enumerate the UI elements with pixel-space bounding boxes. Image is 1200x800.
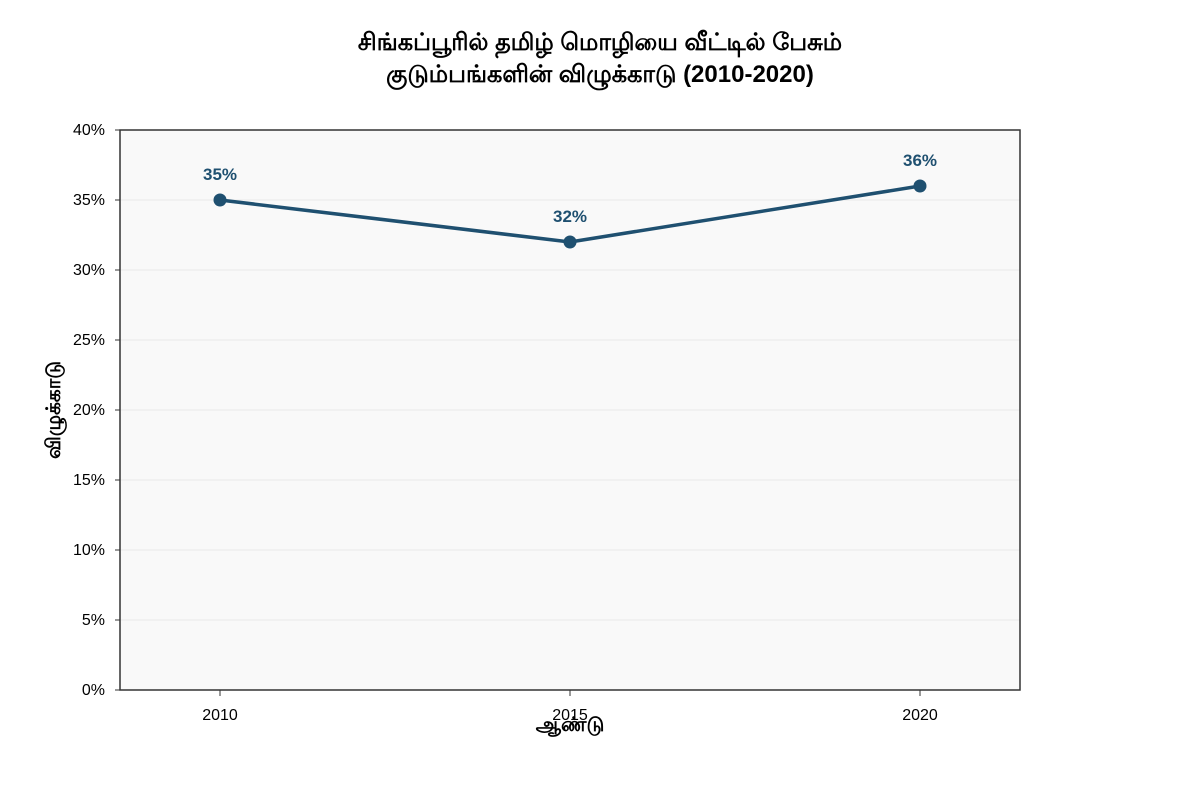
y-tick-label: 0% xyxy=(82,682,105,699)
y-tick-label: 20% xyxy=(73,402,105,419)
data-label: 36% xyxy=(903,151,937,170)
y-tick-label: 30% xyxy=(73,262,105,279)
y-tick-label: 25% xyxy=(73,332,105,349)
data-label: 32% xyxy=(553,207,587,226)
chart-title-line-2: குடும்பங்களின் விழுக்காடு (2010-2020) xyxy=(386,61,814,91)
plot-frame xyxy=(119,129,1021,691)
y-axis-label: விழுக்காடு xyxy=(43,361,67,459)
data-point xyxy=(563,235,577,249)
data-label: 35% xyxy=(203,165,237,184)
x-tick-label: 2015 xyxy=(552,707,588,724)
y-tick-label: 35% xyxy=(73,192,105,209)
y-tick-label: 10% xyxy=(73,542,105,559)
x-tick-label: 2010 xyxy=(202,707,238,724)
y-axis-ticks: 0% 5% 10% 15% 20% 25% 30% 35% 40% xyxy=(73,122,120,699)
x-axis-label: ஆண்டு xyxy=(536,714,605,738)
data-point xyxy=(213,193,227,207)
x-axis-ticks: 2010 2015 2020 xyxy=(202,690,938,724)
chart-title-line-1: சிங்கப்பூரில் தமிழ் மொழியை வீட்டில் பேசு… xyxy=(358,29,842,59)
gridlines xyxy=(120,199,1020,621)
y-tick-label: 40% xyxy=(73,122,105,139)
data-point xyxy=(913,179,927,193)
y-tick-label: 15% xyxy=(73,472,105,489)
y-tick-label: 5% xyxy=(82,612,105,629)
x-tick-label: 2020 xyxy=(902,707,938,724)
chart-title: சிங்கப்பூரில் தமிழ் மொழியை வீட்டில் பேசு… xyxy=(358,29,842,91)
series-group: 35% 32% 36% xyxy=(203,151,937,249)
